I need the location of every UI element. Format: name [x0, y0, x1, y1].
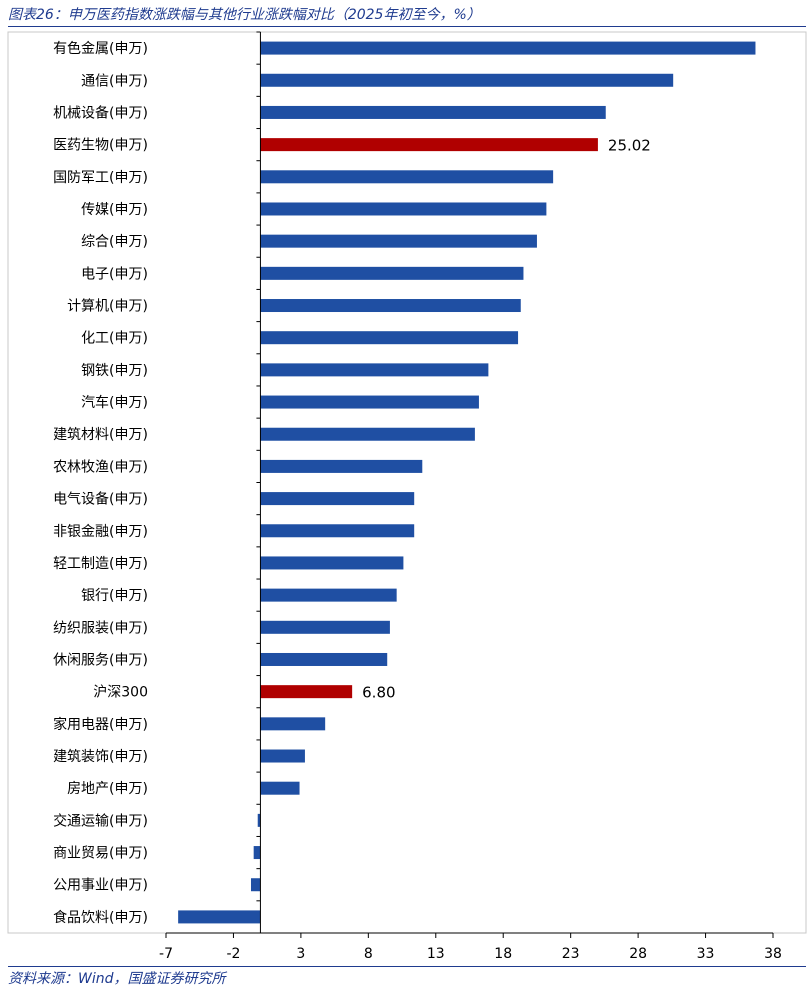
x-tick-label: 28	[629, 946, 647, 962]
bar	[260, 202, 547, 216]
bar	[260, 427, 475, 441]
category-label: 通信(申万)	[81, 73, 148, 89]
source-note: 资料来源：Wind，国盛证券研究所	[8, 971, 226, 987]
x-tick-label: -7	[159, 946, 173, 962]
category-label: 有色金属(申万)	[53, 40, 148, 57]
category-label: 计算机(申万)	[67, 299, 148, 315]
category-label: 交通运输(申万)	[53, 812, 148, 829]
bar	[260, 524, 415, 538]
bar	[260, 234, 537, 248]
category-label: 机械设备(申万)	[53, 104, 148, 121]
bar	[260, 170, 554, 184]
plot-frame	[7, 31, 807, 934]
category-label: 银行(申万)	[81, 588, 148, 604]
bar	[260, 299, 521, 313]
category-label: 电子(申万)	[81, 266, 148, 282]
x-tick-label: 3	[296, 946, 305, 962]
bar	[250, 878, 261, 892]
x-tick-label: 13	[427, 946, 445, 962]
bar	[260, 105, 606, 119]
bar	[260, 781, 300, 795]
category-label: 非银金融(申万)	[53, 524, 148, 540]
category-label: 商业贸易(申万)	[53, 846, 148, 862]
category-label: 汽车(申万)	[81, 394, 148, 411]
category-label: 农林牧渔(申万)	[53, 459, 148, 475]
category-label: 综合(申万)	[81, 234, 148, 250]
category-label: 纺织服装(申万)	[53, 620, 148, 636]
data-label: 25.02	[608, 137, 651, 155]
bar	[260, 620, 390, 634]
bottom-rule	[8, 966, 806, 967]
top-rule	[8, 26, 806, 27]
bar	[260, 266, 524, 280]
x-tick-label: 33	[697, 946, 715, 962]
category-label: 家用电器(申万)	[53, 716, 148, 733]
x-tick-label: -2	[226, 946, 240, 962]
bar	[260, 749, 305, 763]
bar	[260, 73, 674, 87]
bar	[260, 717, 326, 731]
x-tick-label: 38	[764, 946, 782, 962]
chart-title: 图表26：申万医药指数涨跌幅与其他行业涨跌幅对比（2025年初至今，%）	[8, 7, 481, 23]
bar	[253, 846, 261, 860]
bar	[260, 395, 479, 409]
bar	[260, 41, 756, 55]
category-label: 电气设备(申万)	[53, 491, 148, 508]
category-label: 化工(申万)	[81, 331, 148, 347]
category-label: 国防军工(申万)	[53, 170, 148, 186]
x-tick-label: 23	[562, 946, 580, 962]
bar	[260, 459, 423, 473]
bar	[260, 138, 598, 152]
data-label: 6.80	[362, 684, 395, 702]
category-label: 医药生物(申万)	[53, 138, 148, 154]
bar	[260, 556, 404, 570]
bar	[178, 910, 261, 924]
bar	[260, 652, 388, 666]
category-label: 建筑材料(申万)	[53, 427, 148, 443]
bar	[257, 813, 261, 827]
x-tick-label: 8	[364, 946, 373, 962]
category-label: 轻工制造(申万)	[53, 556, 148, 572]
bar	[260, 685, 353, 699]
category-label: 沪深300	[93, 685, 148, 701]
category-label: 建筑装饰(申万)	[53, 749, 148, 765]
category-label: 休闲服务(申万)	[53, 652, 148, 668]
bar	[260, 331, 519, 345]
category-label: 公用事业(申万)	[53, 878, 148, 894]
bar	[260, 588, 397, 602]
category-label: 房地产(申万)	[67, 781, 148, 797]
bar	[260, 492, 415, 506]
x-tick-label: 18	[494, 946, 512, 962]
category-label: 传媒(申万)	[81, 202, 148, 218]
bar	[260, 363, 489, 377]
category-label: 钢铁(申万)	[81, 363, 148, 379]
category-label: 食品饮料(申万)	[53, 909, 148, 926]
